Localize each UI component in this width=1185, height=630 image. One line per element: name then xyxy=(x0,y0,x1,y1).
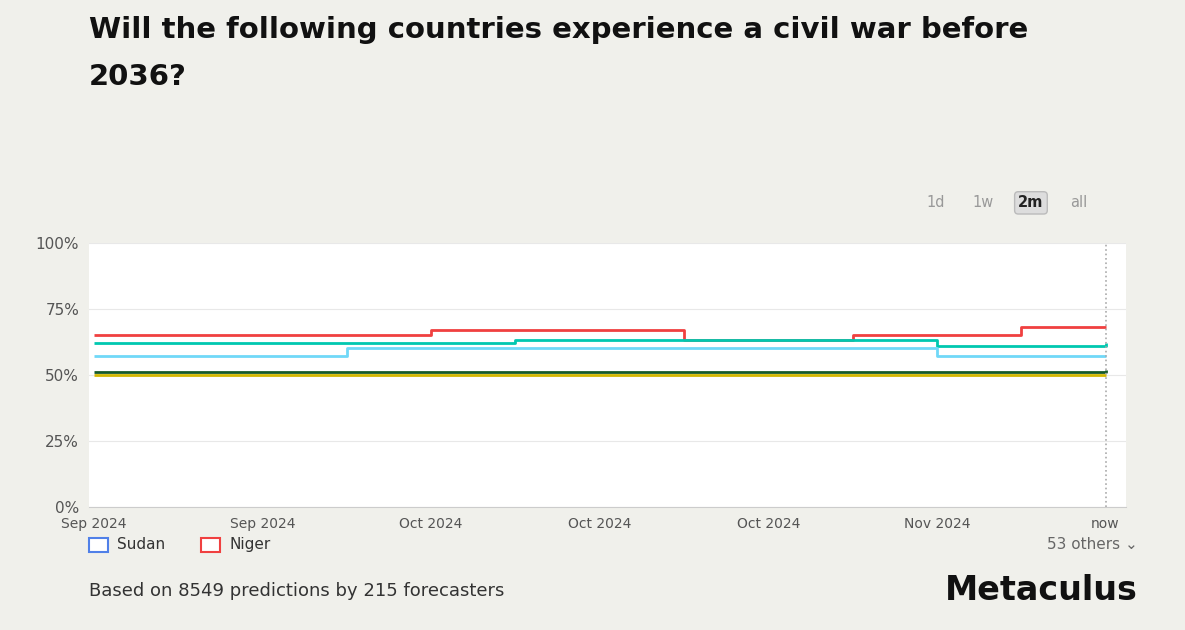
Text: Metaculus: Metaculus xyxy=(944,575,1138,607)
Text: Based on 8549 predictions by 215 forecasters: Based on 8549 predictions by 215 forecas… xyxy=(89,582,505,600)
Text: Will the following countries experience a civil war before: Will the following countries experience … xyxy=(89,16,1029,43)
Text: 1w: 1w xyxy=(973,195,994,210)
Text: 2036?: 2036? xyxy=(89,63,187,91)
Text: Niger: Niger xyxy=(230,537,271,553)
Text: 2m: 2m xyxy=(1018,195,1044,210)
Text: all: all xyxy=(1070,195,1087,210)
Text: 1d: 1d xyxy=(927,195,946,210)
Text: 53 others ⌄: 53 others ⌄ xyxy=(1046,537,1138,553)
Text: Sudan: Sudan xyxy=(117,537,166,553)
